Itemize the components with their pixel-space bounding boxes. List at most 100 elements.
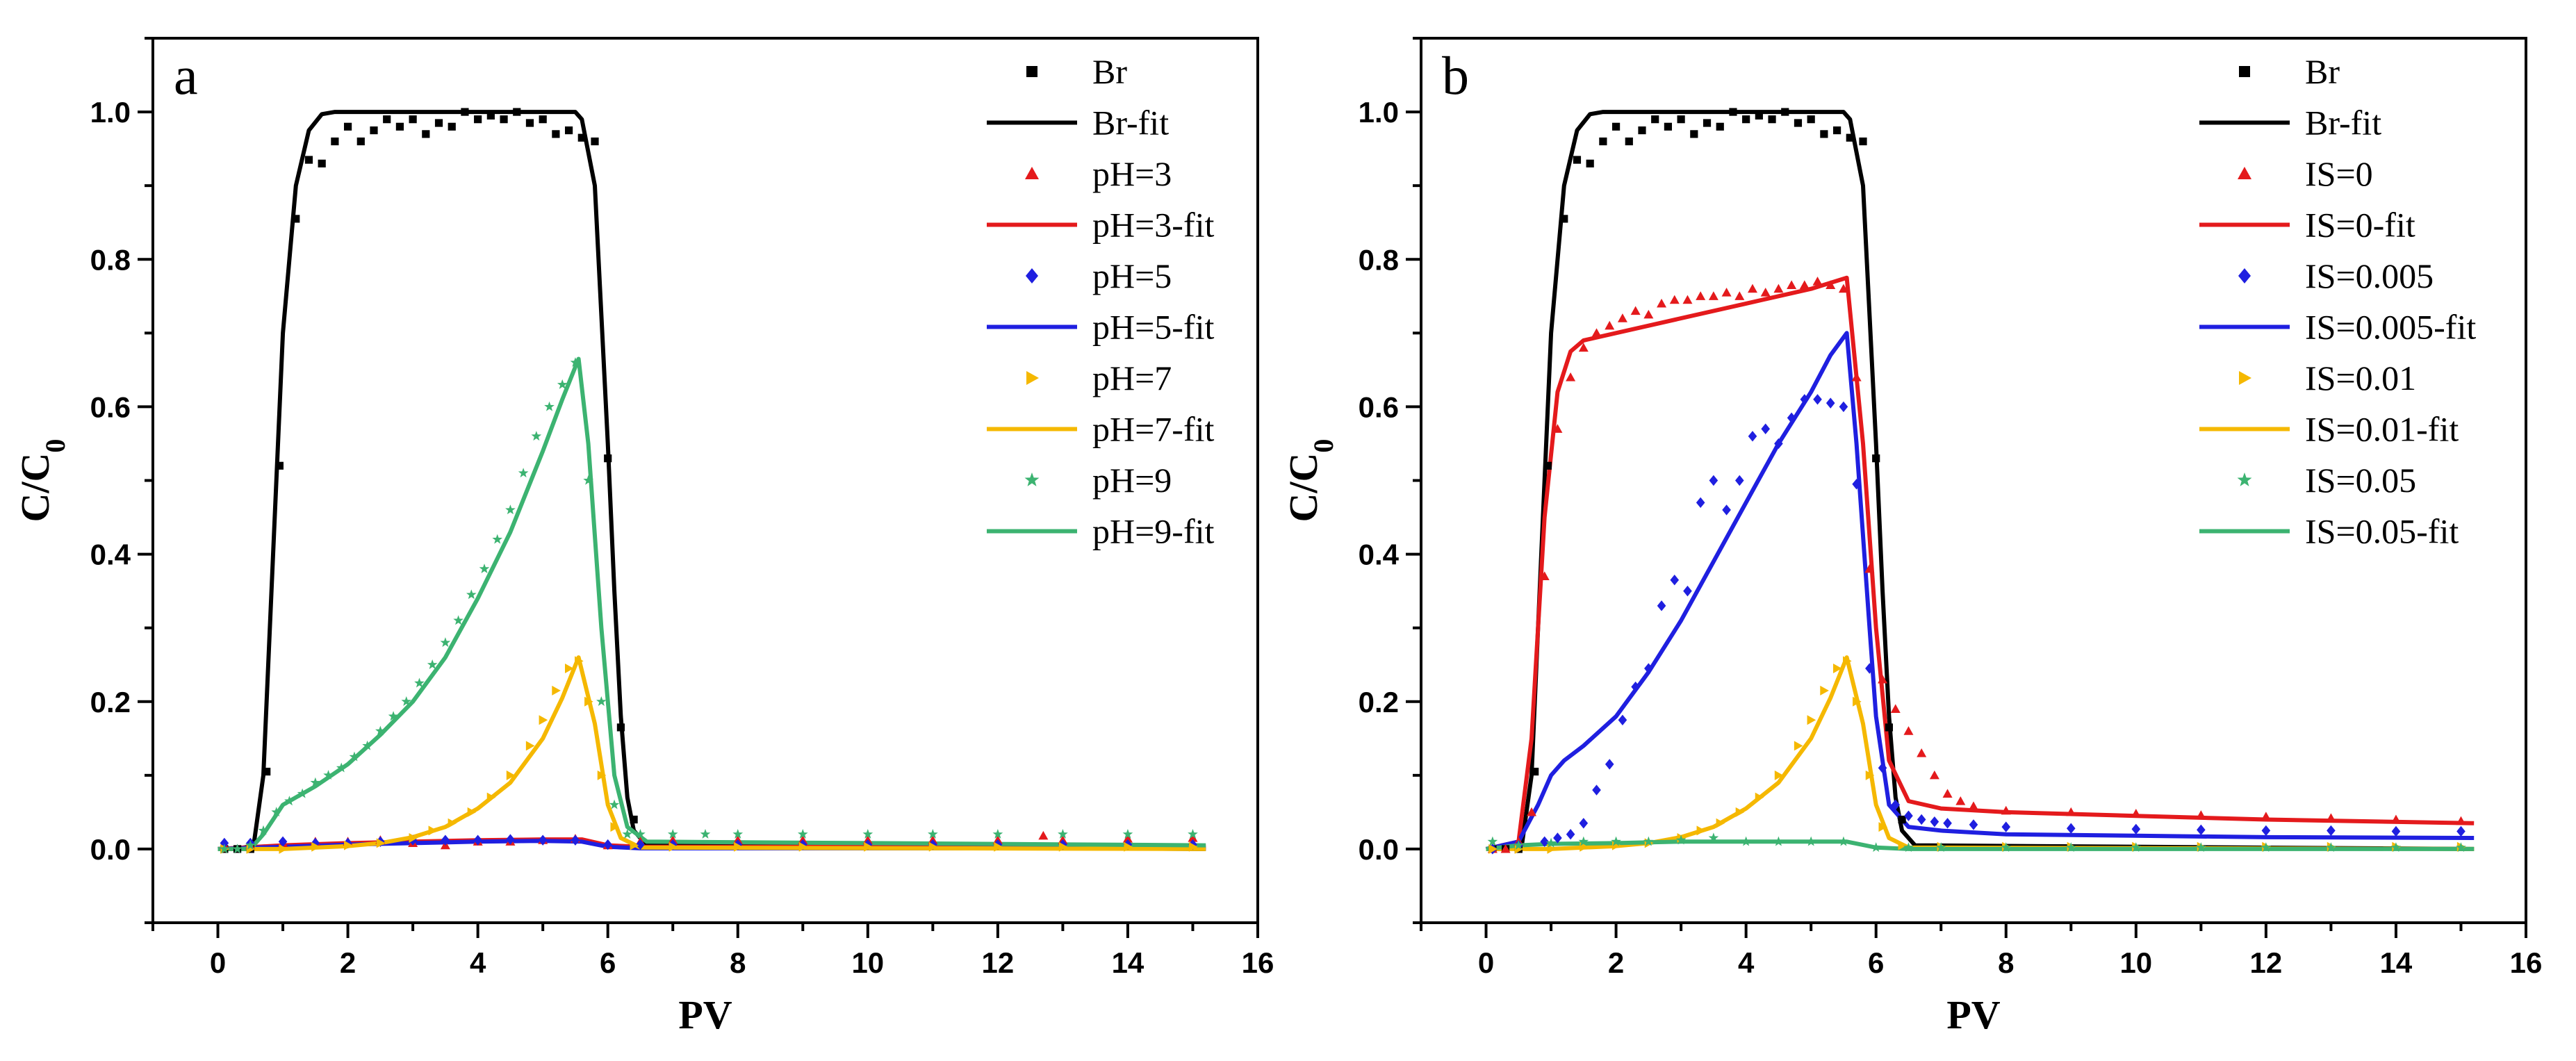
x-tick-label: 12 [982,946,1015,979]
legend-label: IS=0.005 [2305,256,2434,295]
data-point [2261,812,2271,821]
data-point [1794,741,1803,751]
data-point [1591,328,1602,337]
data-point [219,844,230,854]
data-point [1487,836,1498,846]
data-point [1760,287,1771,297]
legend-label: Br [2305,52,2340,91]
legend-label: pH=9 [1092,461,1172,500]
legend-label: pH=3-fit [1092,206,1214,245]
data-point [1942,789,1953,798]
data-point [1122,834,1133,843]
data-point [2001,842,2012,853]
data-point [1930,816,1939,828]
data-point [1832,126,1841,135]
data-point [1696,825,1706,836]
data-point [603,839,613,850]
data-point [473,834,482,846]
data-point [609,799,620,809]
data-point [1929,770,1939,780]
data-point [500,115,508,124]
data-point [467,807,477,817]
data-point [1794,119,1803,127]
legend-label: pH=3 [1092,154,1172,193]
x-tick-label: 8 [1998,946,2014,979]
data-point [1969,801,1978,810]
data-point [2197,824,2206,836]
data-point [1566,829,1575,840]
x-tick-label: 14 [1112,946,1145,979]
data-point [1851,372,1862,381]
data-point [409,833,418,844]
data-point [1716,122,1724,131]
data-point [1578,343,1589,352]
data-point [1708,291,1718,300]
data-point [310,777,321,787]
data-point [1703,119,1712,127]
data-point [466,589,477,600]
data-point [448,818,457,828]
legend: Br Br-fit pH=3 pH=3-fit pH=5 pH=5-fit pH=7 pH=7… [987,52,1214,551]
data-point [1838,283,1848,293]
data-point [1955,796,1966,805]
legend-label: pH=5 [1092,256,1172,295]
data-point [571,834,580,846]
data-point [1669,295,1680,304]
data-point [1545,837,1557,848]
data-point [1690,130,1698,138]
data-point [2390,814,2401,824]
data-point [2326,813,2336,822]
data-point [1852,479,1861,490]
x-tick-label: 2 [340,946,356,979]
data-point [1605,320,1615,330]
data-point [1716,818,1725,828]
data-point [2131,808,2141,818]
data-point [1696,291,1706,300]
data-point [1657,600,1666,611]
x-tick-label: 6 [600,946,616,979]
data-point [1188,833,1198,842]
data-point [1878,762,1887,773]
series-points-is-0-05 [1487,832,2466,853]
data-point [539,715,548,725]
legend-label: IS=0.005-fit [2305,308,2476,347]
data-point [1500,844,1511,853]
x-tick-label: 0 [210,946,226,979]
data-point [1891,799,1901,810]
x-tick-label: 8 [730,946,746,979]
data-point [1787,412,1796,424]
data-point [1527,807,1536,816]
data-point [1917,748,1927,757]
data-point [1531,767,1539,776]
panel-letter: b [1442,45,1469,106]
data-point [370,126,378,135]
data-point [2131,842,2142,853]
data-point [798,841,808,852]
series-points-br [1488,108,1906,853]
data-point [1708,832,1719,843]
data-point [304,156,313,164]
legend-item: IS=0.01-fit [2199,410,2459,449]
data-point [1741,836,1751,846]
data-point [1188,829,1198,839]
data-point [409,115,417,124]
data-point [700,829,711,839]
legend-marker-swatch [2237,472,2252,486]
data-point [630,815,638,824]
series-layer [218,108,1206,854]
data-point [2390,842,2402,853]
data-point [1774,770,1784,780]
data-point [2456,825,2466,837]
data-point [245,839,256,850]
data-point [297,788,308,798]
legend-label: pH=7-fit [1092,410,1214,449]
data-point [668,841,678,852]
legend-marker-swatch [2239,66,2250,77]
data-point [635,829,646,839]
data-point [539,115,547,124]
legend-label: Br [1092,52,1127,91]
data-point [564,126,573,135]
